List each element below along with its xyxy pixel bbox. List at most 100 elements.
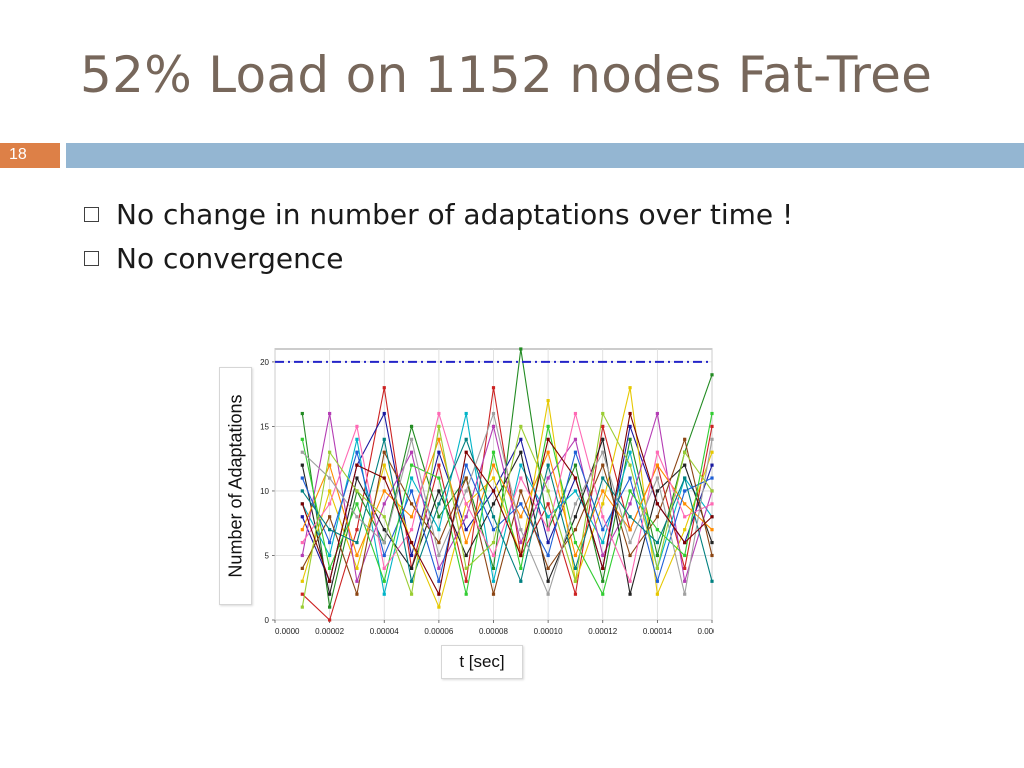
data-point — [328, 618, 332, 622]
data-point — [300, 450, 304, 454]
data-point — [409, 489, 414, 493]
data-point — [355, 553, 359, 558]
data-point — [328, 579, 332, 583]
data-point — [655, 411, 659, 416]
data-point — [601, 592, 605, 596]
bullet-item: No convergence — [84, 236, 793, 280]
data-point — [601, 476, 605, 480]
data-point — [710, 463, 714, 467]
data-point — [683, 463, 687, 467]
data-point — [409, 566, 414, 570]
y-tick-label: 10 — [260, 487, 269, 496]
data-point — [382, 437, 386, 441]
bullet-list: No change in number of adaptations over … — [84, 192, 793, 280]
data-point — [328, 489, 332, 493]
x-axis-label-box: t [sec] — [441, 645, 523, 679]
data-point — [519, 489, 523, 493]
data-point — [437, 424, 441, 429]
data-point — [573, 553, 578, 558]
data-point — [683, 437, 687, 441]
data-point — [710, 373, 714, 377]
data-point — [601, 502, 605, 506]
data-point — [519, 553, 523, 558]
data-point — [546, 579, 550, 583]
data-point — [382, 566, 386, 570]
data-point — [382, 592, 386, 596]
data-point — [710, 437, 714, 441]
data-point — [628, 579, 632, 583]
series-line — [301, 411, 713, 596]
data-point — [710, 411, 714, 416]
data-point — [464, 463, 468, 467]
data-point — [546, 553, 550, 558]
data-point — [573, 463, 578, 467]
x-tick-label: 0.00016 — [698, 627, 714, 636]
data-point — [355, 489, 359, 493]
data-point — [573, 502, 578, 506]
data-point — [300, 592, 304, 596]
y-tick-label: 20 — [260, 358, 269, 367]
data-point — [355, 463, 359, 467]
bullet-text: No convergence — [116, 241, 344, 275]
data-point — [382, 386, 386, 390]
data-point — [300, 566, 304, 570]
data-point — [628, 437, 632, 441]
data-point — [437, 540, 441, 545]
data-point — [546, 424, 550, 429]
data-point — [300, 463, 304, 467]
data-point — [464, 411, 468, 416]
data-point — [519, 450, 523, 454]
data-point — [464, 489, 468, 493]
data-point — [464, 566, 468, 570]
data-point — [519, 579, 523, 583]
x-tick-label: 0.00006 — [424, 627, 453, 636]
data-point — [601, 515, 605, 519]
data-point — [437, 605, 441, 609]
data-point — [655, 528, 659, 532]
data-point — [437, 463, 441, 467]
series-line — [301, 437, 713, 597]
data-point — [546, 463, 550, 467]
data-point — [573, 437, 578, 441]
data-point — [573, 476, 578, 480]
data-point — [519, 463, 523, 467]
data-point — [655, 579, 659, 583]
data-point — [519, 566, 523, 570]
chart-svg: 0 5 10 15 20 0.0000 0.00002 0.00004 0.00006 0.000… — [260, 347, 714, 636]
data-point — [382, 489, 386, 493]
data-point — [464, 515, 468, 519]
data-point — [573, 566, 578, 570]
data-point — [300, 579, 304, 583]
data-point — [355, 528, 359, 532]
data-point — [300, 489, 304, 493]
x-tick-label: 0.00002 — [315, 627, 344, 636]
data-point — [328, 605, 332, 609]
data-point — [382, 579, 386, 583]
data-point — [655, 502, 659, 506]
data-point — [573, 450, 578, 454]
data-point — [355, 592, 359, 596]
data-point — [655, 553, 659, 558]
data-point — [628, 411, 632, 416]
data-point — [519, 528, 523, 532]
data-point — [573, 515, 578, 519]
data-point — [355, 424, 359, 429]
data-point — [683, 566, 687, 570]
data-point — [519, 515, 523, 519]
y-tick-label: 0 — [265, 616, 270, 625]
data-point — [601, 463, 605, 467]
data-point — [601, 489, 605, 493]
data-point — [710, 540, 714, 545]
data-point — [409, 502, 414, 506]
data-point — [683, 489, 687, 493]
data-point — [437, 579, 441, 583]
data-point — [628, 450, 632, 454]
data-point — [519, 476, 523, 480]
data-point — [491, 528, 496, 532]
y-axis-label-box: Number of Adaptations — [219, 367, 252, 605]
data-point — [519, 437, 523, 441]
data-point — [601, 450, 605, 454]
data-point — [683, 528, 687, 532]
data-point — [601, 553, 605, 558]
y-tick-label: 5 — [265, 551, 270, 560]
